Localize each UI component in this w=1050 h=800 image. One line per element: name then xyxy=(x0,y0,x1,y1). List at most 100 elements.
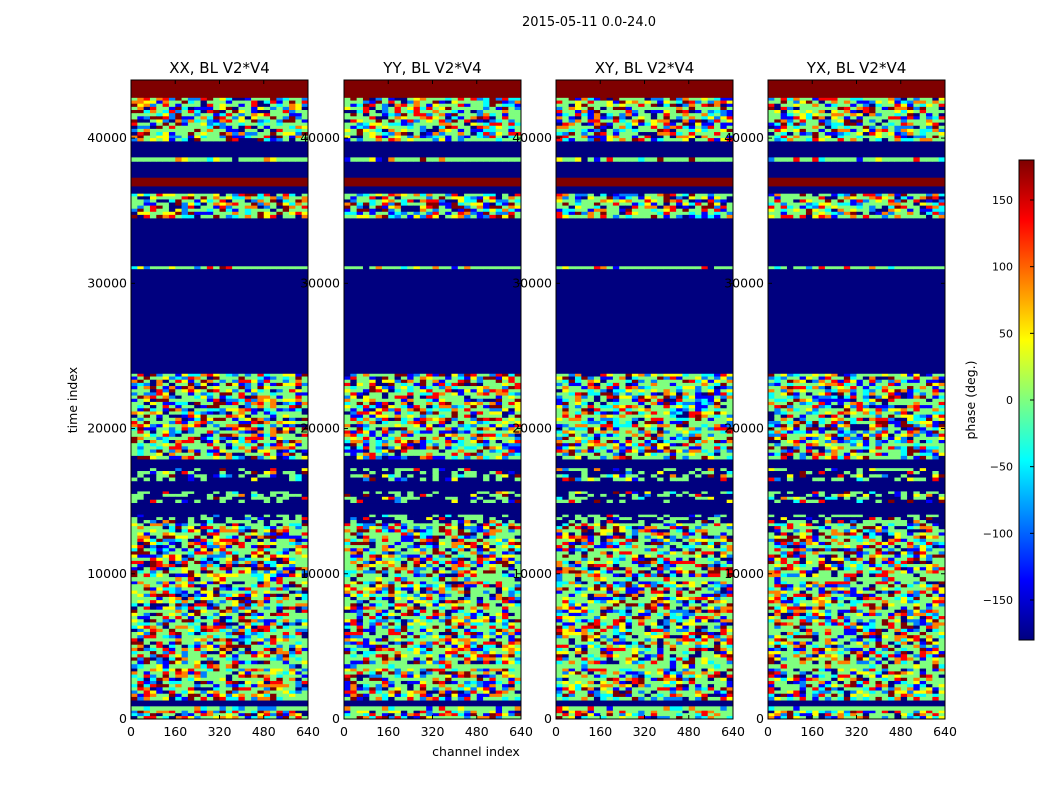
heat-cell xyxy=(181,517,189,521)
heat-cell xyxy=(295,567,303,571)
heat-cell xyxy=(131,622,138,626)
heat-cell xyxy=(282,408,290,412)
heat-cell xyxy=(175,156,182,162)
heat-cell xyxy=(489,603,497,607)
heat-cell xyxy=(508,541,516,546)
heat-cell xyxy=(270,125,277,130)
heat-cell xyxy=(295,156,303,162)
heat-cell xyxy=(476,641,484,646)
heat-cell xyxy=(238,208,246,213)
heat-cell xyxy=(282,493,290,498)
heat-cell xyxy=(131,199,138,203)
heat-cell xyxy=(206,584,214,588)
heat-cell xyxy=(143,710,151,714)
heat-cell xyxy=(232,529,239,533)
heat-cell xyxy=(175,526,182,530)
heat-cell xyxy=(181,657,189,662)
heat-cell xyxy=(200,710,208,714)
heat-cell xyxy=(232,628,239,633)
heat-cell xyxy=(137,529,145,533)
heat-cell xyxy=(289,526,296,530)
heat-cell xyxy=(295,467,303,472)
heat-cell xyxy=(388,535,395,540)
heat-cell xyxy=(344,622,351,626)
heat-cell xyxy=(244,557,252,562)
heat-cell xyxy=(206,493,214,498)
heat-cell xyxy=(502,671,509,675)
heat-cell xyxy=(470,557,478,562)
heat-cell xyxy=(375,671,383,675)
heat-cell xyxy=(200,684,208,688)
heat-cell xyxy=(495,705,503,711)
heat-cell xyxy=(149,214,157,219)
heat-cell xyxy=(464,680,471,685)
heat-cell xyxy=(181,628,189,633)
heat-cell xyxy=(457,554,465,559)
heat-cell xyxy=(282,693,290,698)
heat-cell xyxy=(295,103,303,108)
heat-cell xyxy=(432,705,440,711)
heat-cell xyxy=(362,644,370,649)
heat-cell xyxy=(206,97,214,101)
heat-cell xyxy=(194,100,201,105)
heat-cell xyxy=(295,600,303,604)
heat-cell xyxy=(432,535,440,540)
heat-cell xyxy=(508,716,516,720)
heat-cell xyxy=(194,265,201,270)
heat-cell xyxy=(451,710,459,714)
heat-cell xyxy=(131,202,138,207)
heat-cell xyxy=(219,616,227,620)
heat-cell xyxy=(168,641,176,646)
heat-cell xyxy=(162,113,170,117)
heat-cell xyxy=(244,517,252,521)
heat-cell xyxy=(438,522,446,527)
heat-cell xyxy=(219,135,227,139)
heat-cell xyxy=(244,471,252,475)
heat-cell xyxy=(156,600,164,604)
heat-cell xyxy=(219,414,227,419)
heat-cell xyxy=(502,654,509,658)
heat-cell xyxy=(270,705,277,711)
heat-cell xyxy=(181,128,189,133)
heat-cell xyxy=(257,433,265,438)
heat-cell xyxy=(219,110,227,114)
heat-cell xyxy=(162,520,170,524)
heat-cell xyxy=(502,557,509,562)
heat-cell xyxy=(489,641,497,646)
heat-cell xyxy=(137,382,145,387)
heat-cell xyxy=(489,680,497,685)
heat-cell xyxy=(225,564,233,568)
heat-cell xyxy=(344,668,351,672)
heat-cell xyxy=(200,584,208,588)
heat-cell xyxy=(388,684,395,688)
heat-cell xyxy=(508,590,516,595)
heat-cell xyxy=(489,660,497,665)
heat-cell xyxy=(289,110,296,114)
heat-cell xyxy=(407,622,414,626)
heat-cell xyxy=(238,474,246,478)
heat-cell xyxy=(381,560,389,565)
heat-cell xyxy=(276,674,284,679)
heat-cell xyxy=(213,532,220,536)
heat-cell xyxy=(131,581,138,585)
heat-cell xyxy=(400,545,408,549)
heat-cell xyxy=(257,644,265,649)
heat-cell xyxy=(394,716,402,720)
heat-cell xyxy=(470,622,478,626)
heat-cell xyxy=(282,199,290,203)
heat-cell xyxy=(301,526,309,530)
heat-cell xyxy=(514,532,522,536)
heat-cell xyxy=(270,100,277,105)
heat-cell xyxy=(156,668,164,672)
heat-cell xyxy=(194,696,201,701)
heat-cell xyxy=(295,405,303,409)
heat-cell xyxy=(457,684,465,688)
heat-cell xyxy=(162,417,170,422)
heat-cell xyxy=(282,535,290,540)
heat-cell xyxy=(219,132,227,136)
heat-cell xyxy=(394,693,402,698)
heat-cell xyxy=(514,713,522,717)
heat-cell xyxy=(289,493,296,498)
heat-cell xyxy=(470,696,478,701)
heat-cell xyxy=(381,635,389,639)
